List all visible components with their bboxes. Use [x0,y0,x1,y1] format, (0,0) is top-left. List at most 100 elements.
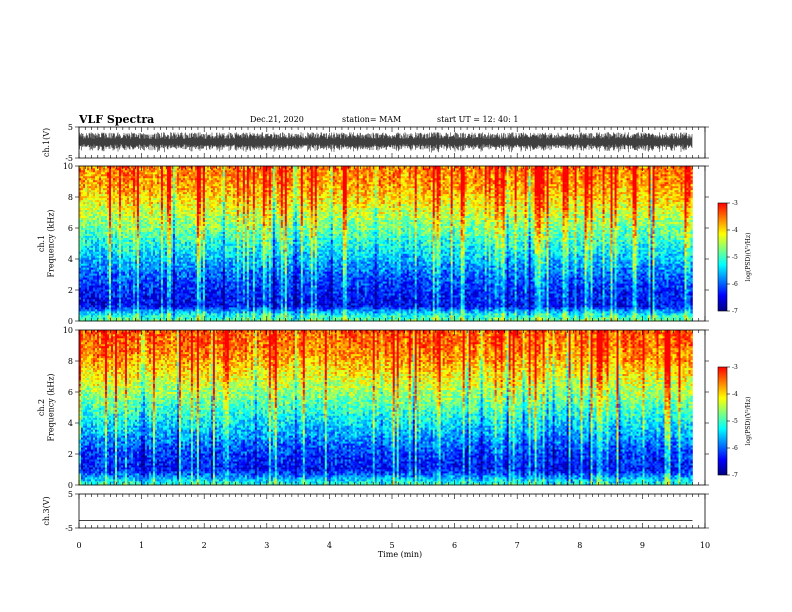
spectrogram-cell [121,297,123,299]
spectrogram-cell [381,317,383,319]
spectrogram-cell [423,303,425,305]
spectrogram-cell [567,311,569,313]
spectrogram-cell [233,311,235,313]
spectrogram-cell [175,301,177,303]
spectrogram-cell [81,311,83,313]
spectrogram-cell [335,315,337,317]
spectrogram-cell [239,299,241,301]
spectrogram-cell [153,315,155,317]
spectrogram-cell [327,303,329,305]
spectrogram-cell [690,301,692,303]
spectrogram-cell [331,307,333,309]
spectrogram-cell [203,301,205,303]
spectrogram-cell [461,305,463,307]
spectrogram-cell [585,317,587,319]
spectrogram-cell [403,313,405,315]
spectrogram-cell [301,299,303,301]
spectrogram-cell [597,297,599,299]
spectrogram-cell [647,307,649,309]
spectrogram-cell [605,307,607,309]
spectrogram-cell [125,299,127,301]
spectrogram-cell [649,307,651,309]
spectrogram-cell [475,293,477,295]
spectrogram-cell [307,307,309,309]
spectrogram-cell [591,315,593,317]
spectrogram-cell [509,309,511,311]
spectrogram-cell [355,295,357,297]
spectrogram-cell [455,305,457,307]
spectrogram-cell [469,313,471,315]
spectrogram-cell [247,301,249,303]
spectrogram-cell [175,315,177,317]
spectrogram-cell [465,309,467,311]
spectrogram-cell [489,295,491,297]
spectrogram-cell [211,315,213,317]
spectrogram-cell [507,307,509,309]
spectrogram-cell [129,309,131,311]
spectrogram-cell [285,309,287,311]
spectrogram-cell [131,303,133,305]
spectrogram-cell [247,307,249,309]
spectrogram-cell [299,309,301,311]
spectrogram-cell [87,313,89,315]
spectrogram-cell [609,305,611,307]
spectrogram-cell [121,301,123,303]
spectrogram-cell [133,297,135,299]
spectrogram-cell [455,317,457,319]
spectrogram-cell [369,299,371,301]
spectrogram-cell [193,307,195,309]
spectrogram-cell [545,309,547,311]
spectrogram-cell [385,297,387,299]
spectrogram-cell [199,313,201,315]
spectrogram-cell [311,299,313,301]
spectrogram-cell [159,295,161,297]
spectrogram-cell [417,313,419,315]
spectrogram-cell [145,301,147,303]
spectrogram-cell [193,303,195,305]
spectrogram-cell [513,305,515,307]
spectrogram-cell [633,317,635,319]
spectrogram-cell [403,297,405,299]
spectrogram-cell [219,305,221,307]
spectrogram-cell [377,297,379,299]
spectrogram-cell [611,293,613,295]
spectrogram-cell [383,303,385,305]
spectrogram-cell [405,311,407,313]
spectrogram-cell [607,303,609,305]
spectrogram-cell [441,311,443,313]
spectrogram-cell [103,301,105,303]
spectrogram-cell [387,303,389,305]
spectrogram-cell [259,311,261,313]
spectrogram-cell [427,313,429,315]
spectrogram-cell [329,307,331,309]
spectrogram-cell [555,297,557,299]
spectrogram-cell [601,317,603,319]
spectrogram-cell [167,317,169,319]
spectrogram-cell [225,301,227,303]
spectrogram-cell [475,311,477,313]
spectrogram-cell [203,311,205,313]
spectrogram-cell [521,307,523,309]
spectrogram-cell [451,295,453,297]
spectrogram-cell [319,301,321,303]
spectrogram-cell [603,307,605,309]
spectrogram-cell [353,301,355,303]
spectrogram-cell [686,317,688,319]
spectrogram-cell [209,307,211,309]
spectrogram-cell [315,311,317,313]
spectrogram-cell [539,315,541,317]
spectrogram-cell [597,295,599,297]
spectrogram-cell [333,315,335,317]
spectrogram-cell [663,295,665,297]
spectrogram-cell [591,307,593,309]
spectrogram-cell [487,305,489,307]
spectrogram-cell [617,301,619,303]
spectrogram-cell [371,305,373,307]
spectrogram-cell [467,315,469,317]
spectrogram-cell [111,295,113,297]
spectrogram-cell [375,309,377,311]
spectrogram-cell [471,305,473,307]
spectrogram-cell [621,295,623,297]
spectrogram-cell [669,297,671,299]
spectrogram-cell [321,307,323,309]
